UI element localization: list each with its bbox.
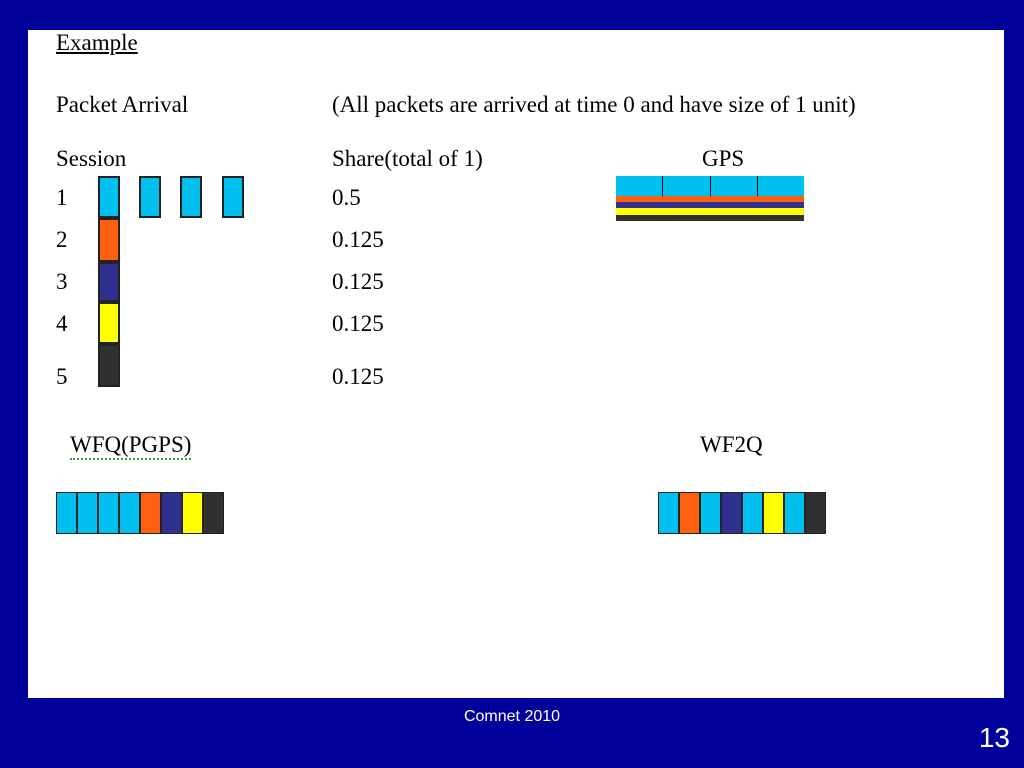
session-id-4: 4 — [56, 311, 68, 336]
wfq-slot-session-4 — [183, 493, 204, 533]
packet-session-2 — [98, 218, 120, 262]
gps-band-session-3 — [616, 202, 804, 208]
packet-session-3 — [98, 262, 120, 302]
gps-band-session-4 — [616, 208, 804, 215]
wfq-slot-session-3 — [162, 493, 183, 533]
packet-session-1 — [222, 176, 244, 218]
wfq-slot-session-1 — [99, 493, 120, 533]
wf2q-slot-session-1 — [659, 493, 680, 533]
wfq-slot-session-5 — [204, 493, 223, 533]
wf2q-sequence — [658, 492, 826, 534]
session-share-2: 0.125 — [332, 227, 384, 252]
session-share-1: 0.5 — [332, 185, 361, 210]
packet-arrival-label: Packet Arrival — [56, 92, 189, 117]
packet-arrival-note: (All packets are arrived at time 0 and h… — [332, 92, 856, 117]
wf2q-slot-session-5 — [806, 493, 825, 533]
wfq-slot-session-2 — [141, 493, 162, 533]
packet-session-1 — [139, 176, 161, 218]
wfq-title: WFQ(PGPS) — [70, 432, 192, 460]
gps-tick — [710, 176, 711, 196]
packet-session-4 — [98, 302, 120, 344]
page-number: 13 — [978, 722, 1010, 753]
session-id-5: 5 — [56, 364, 68, 389]
session-share-5: 0.125 — [332, 364, 384, 389]
gps-band-session-2 — [616, 196, 804, 202]
wfq-slot-session-1 — [120, 493, 141, 533]
session-header: Session — [56, 146, 127, 171]
gps-service-diagram — [616, 176, 804, 225]
session-share-3: 0.125 — [332, 269, 384, 294]
packet-session-5 — [98, 344, 120, 387]
slide-canvas: Example Packet Arrival (All packets are … — [28, 30, 1004, 698]
wf2q-slot-session-1 — [701, 493, 722, 533]
wfq-slot-session-1 — [78, 493, 99, 533]
packet-session-1 — [98, 176, 120, 218]
session-id-1: 1 — [56, 185, 68, 210]
gps-band-session-5 — [616, 215, 804, 221]
gps-tick — [757, 176, 758, 196]
gps-tick — [662, 176, 663, 196]
gps-title: GPS — [702, 146, 745, 171]
wfq-sequence — [56, 492, 224, 534]
wfq-title-text: WFQ(PGPS) — [70, 432, 192, 460]
wf2q-slot-session-1 — [785, 493, 806, 533]
wf2q-slot-session-4 — [764, 493, 785, 533]
session-id-3: 3 — [56, 269, 68, 294]
wfq-slot-session-1 — [57, 493, 78, 533]
heading: Example — [56, 30, 138, 55]
wf2q-slot-session-1 — [743, 493, 764, 533]
session-id-2: 2 — [56, 227, 68, 252]
wf2q-slot-session-3 — [722, 493, 743, 533]
share-header: Share(total of 1) — [332, 146, 483, 171]
packet-session-1 — [180, 176, 202, 218]
footer-text: Comnet 2010 — [463, 708, 561, 725]
wf2q-slot-session-2 — [680, 493, 701, 533]
wf2q-title: WF2Q — [700, 432, 763, 457]
session-share-4: 0.125 — [332, 311, 384, 336]
